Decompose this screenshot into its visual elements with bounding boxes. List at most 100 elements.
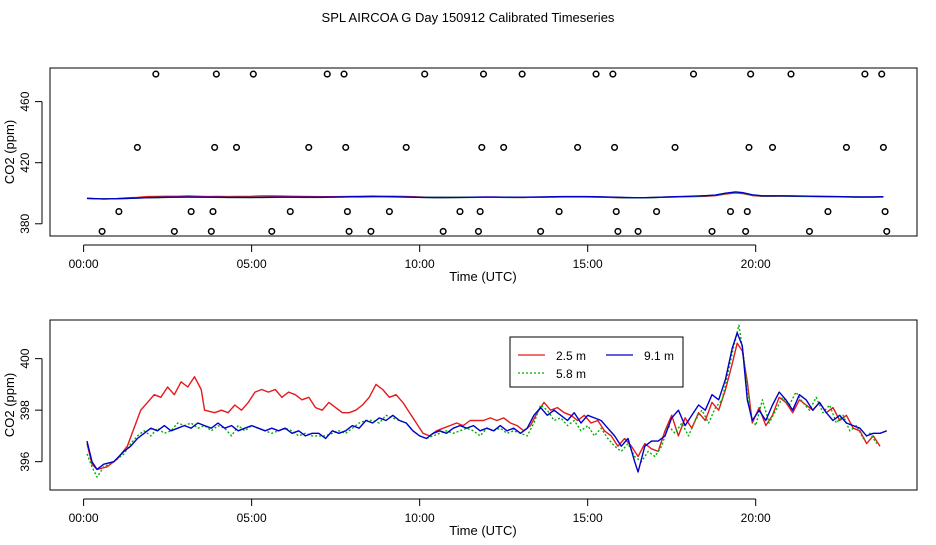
calibration-point — [207, 227, 215, 235]
calibration-point — [421, 70, 429, 78]
calibration-point — [614, 227, 622, 235]
x-tick-label: 15:00 — [573, 511, 603, 525]
calibration-point — [689, 70, 698, 78]
calibration-point — [500, 143, 508, 151]
calibration-point — [881, 208, 889, 216]
top-y-axis: 380 420 460 — [18, 91, 43, 234]
y-tick-label: 460 — [18, 91, 32, 111]
calibration-point — [212, 70, 220, 78]
plot-frame-top — [49, 67, 918, 237]
calibration-point — [456, 208, 464, 216]
bottom-x-axis-label: Time (UTC) — [449, 523, 516, 538]
calibration-point — [726, 208, 735, 216]
y-tick-label: 420 — [18, 152, 32, 172]
calibration-point — [747, 70, 755, 78]
calibration-point — [211, 143, 219, 151]
x-tick-label: 00:00 — [69, 511, 99, 525]
calibration-point — [743, 208, 751, 216]
calibration-point — [343, 208, 351, 216]
y-tick-label: 400 — [18, 348, 32, 368]
top-x-axis-label: Time (UTC) — [449, 269, 516, 284]
chart-title: SPL AIRCOA G Day 150912 Calibrated Times… — [322, 10, 615, 25]
series-line-9-1-m — [86, 191, 884, 200]
calibration-point — [367, 227, 375, 235]
x-tick-label: 20:00 — [741, 257, 771, 271]
calibration-point — [479, 70, 488, 78]
series-line-9-1-m — [86, 332, 888, 473]
calibration-point — [340, 70, 348, 78]
calibration-point — [768, 143, 777, 151]
calibration-point — [476, 208, 484, 216]
calibration-point — [842, 143, 850, 151]
calibration-point — [187, 208, 195, 216]
calibration-point — [708, 227, 716, 235]
calibration-point — [98, 227, 106, 235]
panel-zoomed-timeseries: 00:00 05:00 10:00 15:00 20:00 396 398 400 Time… — [2, 319, 918, 538]
calibration-point — [805, 227, 814, 235]
calibration-point — [474, 227, 483, 235]
bottom-y-axis-label: CO2 (ppm) — [2, 373, 17, 437]
calibration-point — [878, 70, 886, 78]
calibration-point — [745, 143, 753, 151]
calibration-point — [883, 227, 891, 235]
calibration-point — [537, 227, 545, 235]
calibration-point — [345, 227, 353, 235]
calibration-point — [879, 143, 887, 151]
y-tick-label: 380 — [18, 213, 32, 233]
calibration-point — [402, 143, 410, 151]
calibration-point — [305, 143, 313, 151]
x-tick-label: 20:00 — [741, 511, 771, 525]
x-tick-label: 05:00 — [237, 257, 267, 271]
y-tick-label: 396 — [18, 451, 32, 471]
bottom-x-axis: 00:00 05:00 10:00 15:00 20:00 — [69, 498, 771, 525]
calibration-point — [742, 227, 750, 235]
top-panel-marks — [86, 70, 891, 235]
calibration-point — [634, 227, 642, 235]
top-x-axis: 00:00 05:00 10:00 15:00 20:00 — [69, 244, 771, 271]
legend-box — [509, 336, 684, 388]
calibration-point — [824, 208, 832, 216]
bottom-panel-marks — [86, 324, 888, 478]
calibration-point — [671, 143, 679, 151]
legend-label-2-5m: 2.5 m — [556, 349, 586, 363]
calibration-point — [323, 70, 331, 78]
calibration-point — [170, 227, 178, 235]
calibration-point — [518, 70, 526, 78]
calibration-point — [152, 70, 160, 78]
calibration-point — [555, 208, 563, 216]
calibration-point — [653, 208, 661, 216]
calibration-point — [609, 70, 617, 78]
calibration-point — [592, 70, 600, 78]
calibration-point — [115, 208, 123, 216]
calibration-point — [478, 143, 486, 151]
calibration-point — [268, 227, 276, 235]
legend: 2.5 m 5.8 m 9.1 m — [509, 336, 684, 388]
calibration-point — [439, 227, 447, 235]
calibration-point — [612, 208, 620, 216]
calibration-point — [232, 143, 241, 151]
calibration-point — [286, 208, 294, 216]
x-tick-label: 10:00 — [405, 257, 435, 271]
calibration-point — [133, 143, 141, 151]
calibration-point — [385, 208, 393, 216]
calibration-point — [574, 143, 582, 151]
x-tick-label: 00:00 — [69, 257, 99, 271]
panel-calibrated-scatter: 00:00 05:00 10:00 15:00 20:00 380 420 460 Time… — [2, 67, 918, 284]
legend-label-5-8m: 5.8 m — [556, 367, 586, 381]
top-y-axis-label: CO2 (ppm) — [2, 120, 17, 184]
calibration-point — [342, 143, 350, 151]
x-tick-label: 15:00 — [573, 257, 603, 271]
calibration-point — [861, 70, 869, 78]
calibration-point — [611, 143, 619, 151]
calibration-point — [249, 70, 257, 78]
calibration-point — [209, 208, 217, 216]
plot-frame-bottom — [49, 319, 918, 491]
calibration-point — [787, 70, 795, 78]
y-tick-label: 398 — [18, 400, 32, 420]
x-tick-label: 10:00 — [405, 511, 435, 525]
x-tick-label: 05:00 — [237, 511, 267, 525]
series-line-2-5-m — [86, 342, 881, 471]
bottom-y-axis: 396 398 400 — [18, 348, 43, 472]
legend-label-9-1m: 9.1 m — [644, 349, 674, 363]
